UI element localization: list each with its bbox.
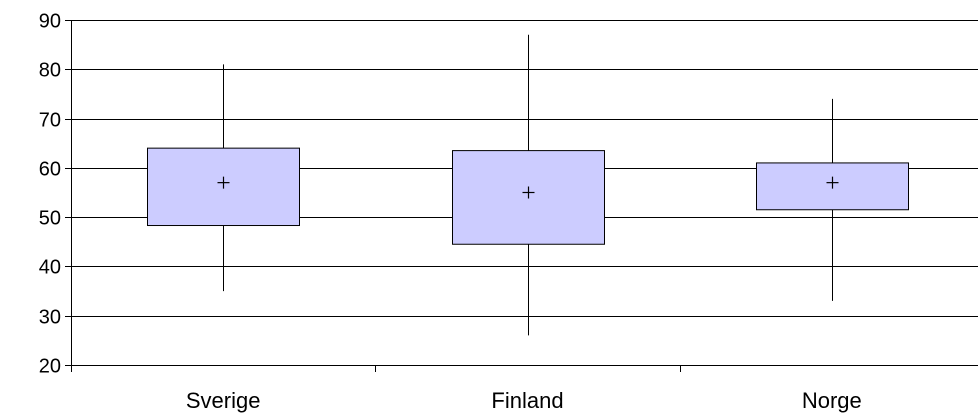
y-tick-label: 50 xyxy=(39,208,61,230)
y-tick-label: 30 xyxy=(39,307,61,329)
y-tick-label: 90 xyxy=(39,11,61,33)
y-tick-label: 20 xyxy=(39,356,61,378)
y-tick-label: 40 xyxy=(39,257,61,279)
y-tick-label: 60 xyxy=(39,159,61,181)
plot-area xyxy=(147,34,909,336)
x-category-label: Finland xyxy=(491,388,563,413)
x-category-label: Norge xyxy=(802,388,862,413)
axis-labels: 20 30 40 50 60 70 80 90 Sverige Finland Norge xyxy=(39,11,862,414)
y-tick-label: 80 xyxy=(39,60,61,82)
y-tick-label: 70 xyxy=(39,110,61,132)
axes xyxy=(65,20,978,372)
x-category-label: Sverige xyxy=(186,388,261,413)
